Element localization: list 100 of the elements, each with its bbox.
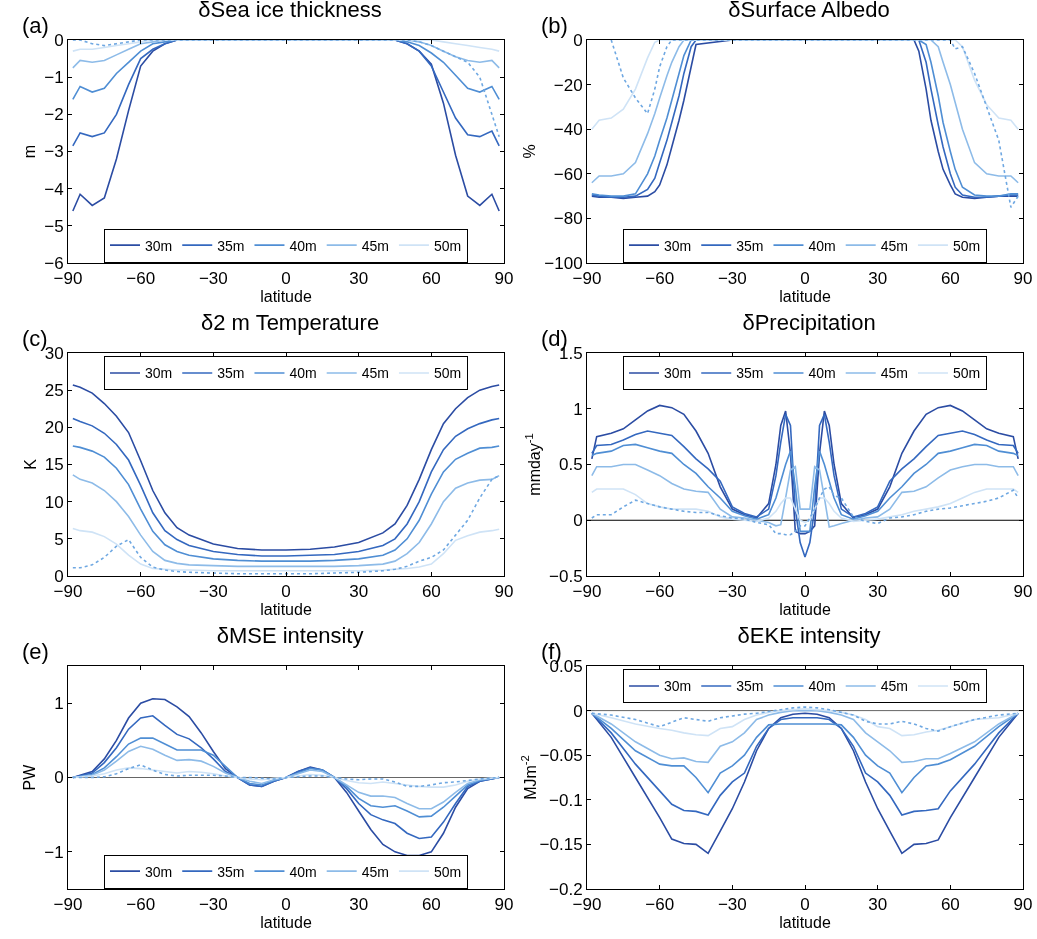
x-axis-title: latitude [260, 914, 312, 932]
x-tick-label: 30 [868, 582, 888, 602]
x-tick-label: 90 [494, 582, 514, 602]
x-tick-label: −30 [717, 895, 747, 915]
legend-label: 50m [433, 237, 462, 254]
legend-label: 35m [217, 863, 245, 880]
chart-title: δPrecipitation [742, 309, 876, 335]
text: (a) [22, 13, 49, 38]
x-tick-label: 60 [421, 269, 441, 289]
y-tick-label: −0.05 [539, 746, 583, 766]
x-tick-label: −60 [645, 269, 675, 289]
x-tick-label: 90 [1013, 895, 1033, 915]
y-tick-label: −40 [553, 120, 583, 140]
chart-title: δEKE intensity [737, 622, 881, 648]
x-axis-title: latitude [260, 288, 312, 306]
x-tick-label: 30 [349, 895, 369, 915]
x-tick-label: −60 [126, 582, 156, 602]
legend-label: 30m [664, 237, 692, 254]
y-tick-label: 10 [44, 492, 64, 512]
x-tick-label: 30 [349, 582, 369, 602]
y-tick-label: −60 [553, 164, 583, 184]
x-tick-label: 90 [1013, 269, 1033, 289]
legend-label: 50m [952, 678, 981, 695]
y-tick-label: 15 [44, 455, 64, 475]
legend-label: 35m [736, 678, 764, 695]
x-tick-label: 30 [868, 269, 888, 289]
legend-label: 50m [433, 365, 462, 382]
y-tick-label: 0 [573, 30, 583, 50]
legend-label: 30m [664, 678, 692, 695]
legend-label: 35m [736, 365, 764, 382]
x-tick-label: 30 [868, 895, 888, 915]
legend-label: 35m [217, 365, 245, 382]
legend-label: 40m [808, 678, 836, 695]
x-tick-label: 0 [800, 895, 810, 915]
y-tick-label: −3 [44, 142, 64, 162]
y-tick-label: −1 [44, 68, 64, 88]
legend-label: 40m [808, 365, 836, 382]
legend-label: 30m [145, 365, 173, 382]
x-tick-label: −30 [717, 269, 747, 289]
x-axis-title: latitude [779, 288, 831, 306]
legend-label: 45m [361, 365, 389, 382]
y-tick-label: 0 [54, 30, 64, 50]
legend-label: 40m [289, 237, 317, 254]
y-tick-label: 1 [573, 399, 583, 419]
text: (c) [22, 326, 48, 351]
y-tick-label: −2 [44, 105, 64, 125]
chart-title: δMSE intensity [216, 622, 364, 648]
legend-label: 50m [952, 365, 981, 382]
legend-label: 45m [361, 237, 389, 254]
y-tick-label: 5 [54, 529, 64, 549]
legend-label: 50m [952, 237, 981, 254]
x-tick-label: 60 [421, 895, 441, 915]
y-tick-label: 0 [573, 511, 583, 531]
y-tick-label: 25 [44, 381, 64, 401]
y-tick-label: −1 [44, 842, 64, 862]
x-axis-title: latitude [779, 601, 831, 619]
legend-label: 30m [145, 863, 173, 880]
x-tick-label: 0 [800, 582, 810, 602]
legend-label: 40m [808, 237, 836, 254]
legend-label: 40m [289, 365, 317, 382]
x-tick-label: 60 [940, 269, 960, 289]
x-axis-title: latitude [779, 914, 831, 932]
legend-label: 50m [433, 863, 462, 880]
y-tick-label: −5 [44, 216, 64, 236]
y-tick-label: −20 [553, 75, 583, 95]
x-tick-label: −60 [126, 269, 156, 289]
x-tick-label: −30 [717, 582, 747, 602]
x-tick-label: 0 [281, 895, 291, 915]
x-tick-label: 30 [349, 269, 369, 289]
x-tick-label: 60 [940, 582, 960, 602]
x-axis-title: latitude [260, 601, 312, 619]
y-axis-title: m [21, 144, 39, 159]
legend-label: 30m [145, 237, 173, 254]
chart-title: δSurface Albedo [728, 0, 890, 22]
x-tick-label: −60 [645, 895, 675, 915]
x-tick-label: −30 [198, 582, 228, 602]
legend-label: 35m [217, 237, 245, 254]
y-tick-label: −80 [553, 209, 583, 229]
legend-label: 45m [361, 863, 389, 880]
y-axis-title: % [521, 144, 539, 159]
legend-label: 35m [736, 237, 764, 254]
x-tick-label: −30 [198, 269, 228, 289]
y-axis-title: K [21, 458, 39, 470]
x-tick-label: 90 [494, 895, 514, 915]
legend-label: 40m [289, 863, 317, 880]
y-axis-title: PW [21, 763, 39, 791]
y-tick-label: 0.5 [558, 455, 583, 475]
y-tick-label: 0 [54, 768, 64, 788]
x-tick-label: 60 [940, 895, 960, 915]
x-tick-label: 0 [281, 269, 291, 289]
chart-title: δSea ice thickness [198, 0, 382, 22]
legend-label: 30m [664, 365, 692, 382]
x-tick-label: 0 [281, 582, 291, 602]
chart-title: δ2 m Temperature [201, 309, 380, 335]
legend-label: 45m [880, 237, 908, 254]
y-tick-label: −0.1 [549, 790, 583, 810]
x-tick-label: 60 [421, 582, 441, 602]
x-tick-label: −60 [645, 582, 675, 602]
legend-label: 45m [880, 678, 908, 695]
x-tick-label: −30 [198, 895, 228, 915]
